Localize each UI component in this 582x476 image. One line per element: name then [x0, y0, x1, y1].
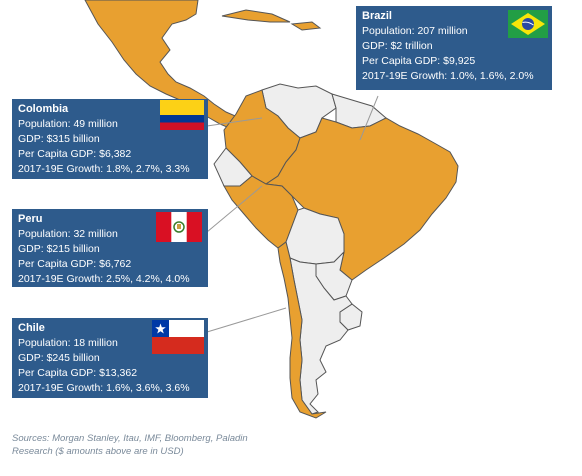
population-text: Population: 207 million [362, 25, 468, 37]
source-line-2: Research ($ amounts above are in USD) [12, 446, 184, 457]
colombia-flag-icon [160, 100, 204, 130]
hispaniola-island [290, 21, 322, 31]
colombia-leader-line [206, 117, 263, 127]
gdp-text: GDP: $315 billion [18, 133, 100, 145]
chile-flag-icon [152, 320, 204, 354]
growth-text: 2017-19E Growth: 1.0%, 1.6%, 2.0% [362, 70, 534, 82]
peru-info-box: Peru Population: 32 million GDP: $215 bi… [12, 209, 208, 287]
central-america-region [84, 0, 247, 131]
brazil-flag-icon [508, 10, 548, 38]
country-name: Colombia [18, 103, 69, 115]
brazil-leader-line [359, 95, 379, 141]
peru-leader-line [206, 185, 263, 233]
chile-region [277, 241, 327, 419]
growth-text: 2017-19E Growth: 1.8%, 2.7%, 3.3% [18, 163, 190, 175]
growth-text: 2017-19E Growth: 2.5%, 4.2%, 4.0% [18, 273, 190, 285]
source-note: Sources: Morgan Stanley, Itau, IMF, Bloo… [12, 432, 342, 458]
gdp-text: GDP: $245 billion [18, 352, 100, 364]
cuba-island [221, 9, 291, 23]
colombia-info-box: Colombia Population: 49 million GDP: $31… [12, 99, 208, 179]
source-line-1: Sources: Morgan Stanley, Itau, IMF, Bloo… [12, 433, 248, 444]
peru-flag-icon [156, 212, 202, 242]
country-name: Chile [18, 322, 45, 334]
per-capita-gdp-text: Per Capita GDP: $13,362 [18, 367, 138, 379]
chile-leader-line [206, 307, 287, 333]
per-capita-gdp-text: Per Capita GDP: $6,382 [18, 148, 132, 160]
country-name: Brazil [362, 10, 392, 22]
country-name: Peru [18, 213, 43, 225]
gdp-text: GDP: $2 trillion [362, 40, 433, 52]
per-capita-gdp-text: Per Capita GDP: $6,762 [18, 258, 132, 270]
population-text: Population: 49 million [18, 118, 118, 130]
population-text: Population: 18 million [18, 337, 118, 349]
growth-text: 2017-19E Growth: 1.6%, 3.6%, 3.6% [18, 382, 190, 394]
gdp-text: GDP: $215 billion [18, 243, 100, 255]
population-text: Population: 32 million [18, 228, 118, 240]
per-capita-gdp-text: Per Capita GDP: $9,925 [362, 55, 476, 67]
